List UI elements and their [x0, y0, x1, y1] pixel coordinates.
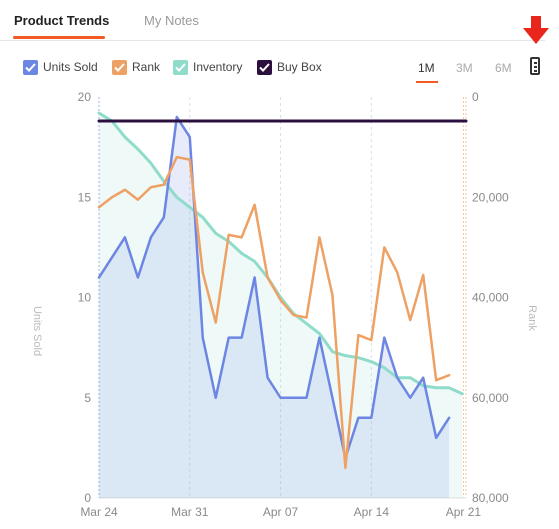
inventory-area [99, 113, 463, 498]
checkbox-checked-icon[interactable] [257, 59, 272, 75]
x-tick-label: Mar 24 [80, 505, 118, 519]
checkbox-checked-icon[interactable] [23, 59, 38, 75]
chart-areas [99, 113, 463, 499]
y-left-tick-label: 20 [78, 90, 92, 104]
y-axis-left-title: Units Sold [31, 306, 43, 356]
active-tab-indicator [13, 36, 105, 39]
units-sold-area [99, 117, 450, 499]
legend-label: Units Sold [43, 60, 98, 74]
units-sold-line [97, 115, 451, 460]
red-down-arrow-icon [521, 16, 551, 51]
tab-product-trends[interactable]: Product Trends [14, 13, 110, 28]
x-tick-label: Apr 21 [446, 505, 482, 519]
checkbox-checked-icon[interactable] [112, 59, 127, 75]
y-right-tick-label: 0 [472, 90, 479, 104]
product-trends-chart: Mar 24 Mar 31 Apr 07 Apr 14 Apr 21 20 15 10 5 0 0 2… [31, 90, 538, 519]
x-tick-label: Mar 31 [171, 505, 209, 519]
legend-item-inventory[interactable]: Inventory [173, 58, 242, 76]
legend-label: Rank [132, 60, 161, 74]
range-1m-button[interactable]: 1M [418, 61, 435, 75]
range-selected-indicator [416, 81, 438, 83]
y-right-tick-label: 20,000 [472, 190, 509, 204]
legend-item-rank[interactable]: Rank [112, 58, 160, 76]
y-right-tick-label: 60,000 [472, 391, 509, 405]
y-axis-right-title: Rank [526, 305, 538, 331]
csv-download-icon[interactable] [530, 57, 540, 75]
y-right-tick-label: 40,000 [472, 291, 509, 305]
range-3m-button[interactable]: 3M [456, 61, 473, 75]
y-left-tick-label: 5 [84, 391, 91, 405]
x-tick-label: Apr 14 [354, 505, 390, 519]
x-tick-label: Apr 07 [263, 505, 299, 519]
checkbox-checked-icon[interactable] [173, 59, 188, 75]
range-6m-button[interactable]: 6M [495, 61, 512, 75]
tab-my-notes[interactable]: My Notes [144, 13, 199, 28]
chart-ticks: Mar 24 Mar 31 Apr 07 Apr 14 Apr 21 20 15 10 5 0 0 2… [78, 90, 509, 519]
y-left-tick-label: 10 [78, 291, 92, 305]
legend-item-buy-box[interactable]: Buy Box [257, 58, 322, 76]
y-left-tick-label: 15 [78, 190, 92, 204]
y-right-tick-label: 80,000 [472, 491, 509, 505]
rank-line [97, 155, 451, 470]
tab-bar: Product Trends My Notes [0, 0, 545, 41]
legend-item-units-sold[interactable]: Units Sold [23, 58, 98, 76]
legend-label: Buy Box [277, 60, 322, 74]
legend-label: Inventory [193, 60, 243, 74]
chart-lines [97, 111, 468, 470]
y-left-tick-label: 0 [84, 491, 91, 505]
